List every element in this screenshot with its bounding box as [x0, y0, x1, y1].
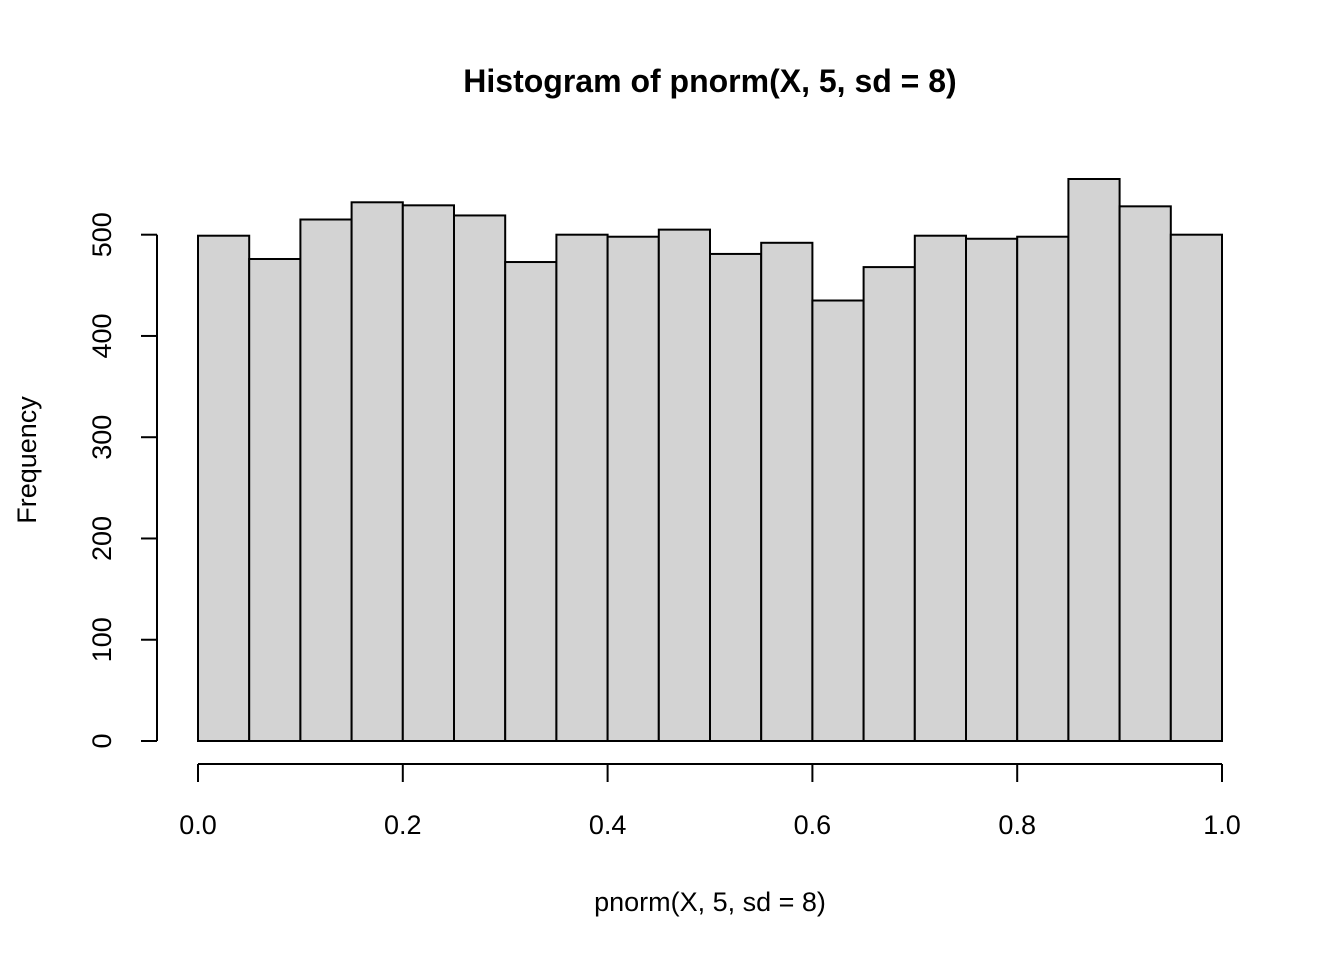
y-tick-label: 300 [87, 415, 117, 460]
histogram-bar [299, 218, 353, 742]
histogram-bar [657, 228, 711, 742]
x-axis-label: pnorm(X, 5, sd = 8) [594, 887, 826, 917]
histogram-bar [453, 214, 507, 743]
histogram-bar [760, 241, 814, 743]
y-tick-label: 500 [87, 212, 117, 257]
y-tick-label: 0 [87, 733, 117, 748]
x-axis: 0.0 0.2 0.4 0.6 0.8 1.0 [179, 763, 1241, 840]
histogram-bar [811, 299, 865, 742]
x-tick-label: 0.6 [794, 810, 832, 840]
histogram-bar [350, 201, 404, 742]
histogram-bar [197, 234, 251, 742]
histogram-bar [913, 234, 967, 742]
histogram-bar [1067, 178, 1121, 742]
y-tick-label: 400 [87, 313, 117, 358]
y-tick-label: 200 [87, 516, 117, 561]
y-tick-label: 100 [87, 617, 117, 662]
histogram-bar [248, 257, 302, 742]
histogram-bar [1118, 205, 1172, 743]
histogram-bar [862, 266, 916, 742]
histogram-bar [555, 233, 609, 742]
x-tick-label: 0.0 [179, 810, 217, 840]
y-axis: 0 100 200 300 400 500 [87, 212, 158, 749]
x-tick-label: 0.8 [998, 810, 1036, 840]
histogram-bar [709, 252, 763, 743]
y-axis-label: Frequency [12, 396, 42, 524]
histogram-bar [1169, 233, 1224, 742]
x-tick-label: 1.0 [1203, 810, 1241, 840]
histogram-bar [606, 235, 660, 742]
histogram-bar [504, 261, 558, 742]
bars-group [197, 178, 1224, 743]
histogram-bar [1016, 235, 1070, 742]
x-tick-label: 0.4 [589, 810, 627, 840]
histogram-bar [401, 204, 455, 742]
chart-title: Histogram of pnorm(X, 5, sd = 8) [463, 63, 956, 99]
x-tick-label: 0.2 [384, 810, 422, 840]
histogram-bar [965, 237, 1019, 742]
